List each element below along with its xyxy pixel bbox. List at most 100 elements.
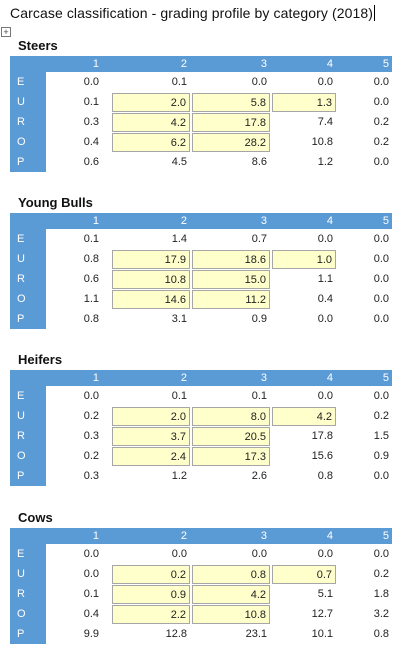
table-cell: 0.6 xyxy=(83,273,99,285)
table-cell: 0.8 xyxy=(317,470,333,482)
table-row: U 0.8 17.9 18.6 1.0 0.0 xyxy=(10,249,392,269)
table-cell: 0.2 xyxy=(373,136,389,148)
highlighted-cell: 2.0 xyxy=(112,407,190,426)
highlighted-cell: 0.2 xyxy=(112,565,190,584)
table-row: R 0.3 3.7 20.5 17.8 1.5 xyxy=(10,426,392,446)
column-header: 1 xyxy=(92,530,99,542)
highlighted-cell: 8.0 xyxy=(192,407,270,426)
column-header: 4 xyxy=(326,372,333,384)
table-row: R 0.1 0.9 4.2 5.1 1.8 xyxy=(10,584,392,604)
table-cell: 0.0 xyxy=(317,390,333,402)
row-label: E xyxy=(10,229,46,249)
table-cell: 0.0 xyxy=(83,568,99,580)
header-row: 1 2 3 4 5 xyxy=(10,528,392,544)
row-label: P xyxy=(10,152,46,172)
table-cell: 3.2 xyxy=(373,608,389,620)
table-cell: 0.2 xyxy=(83,450,99,462)
table-cell: 0.1 xyxy=(83,588,99,600)
table-cell: 0.0 xyxy=(317,548,333,560)
column-header: 1 xyxy=(92,58,99,70)
table-row: U 0.1 2.0 5.8 1.3 0.0 xyxy=(10,92,392,112)
table-row: O 0.2 2.4 17.3 15.6 0.9 xyxy=(10,446,392,466)
column-header: 3 xyxy=(260,372,267,384)
table-cell: 0.0 xyxy=(373,76,389,88)
row-label: U xyxy=(10,92,46,112)
table-row: E 0.0 0.1 0.1 0.0 0.0 xyxy=(10,386,392,406)
table-cell: 0.0 xyxy=(83,390,99,402)
table-cell: 17.8 xyxy=(311,430,333,442)
table-cell: 3.1 xyxy=(171,313,187,325)
table-cell: 0.0 xyxy=(373,293,389,305)
table-cell: 0.3 xyxy=(83,430,99,442)
table-cell: 0.1 xyxy=(251,390,267,402)
table-cell: 1.4 xyxy=(171,233,187,245)
row-label: P xyxy=(10,309,46,329)
table-row: E 0.0 0.0 0.0 0.0 0.0 xyxy=(10,544,392,564)
section-young-bulls: Young Bulls 1 2 3 4 5 E 0.1 1.4 0.7 0.0 … xyxy=(10,195,392,329)
table-cell: 0.0 xyxy=(373,390,389,402)
table-cell: 0.7 xyxy=(251,233,267,245)
table-cell: 0.0 xyxy=(373,273,389,285)
table-cell: 0.0 xyxy=(373,313,389,325)
table-cell: 0.0 xyxy=(317,76,333,88)
highlighted-cell: 11.2 xyxy=(192,290,270,309)
highlighted-cell: 20.5 xyxy=(192,427,270,446)
table-cell: 2.6 xyxy=(251,470,267,482)
table-cell: 0.3 xyxy=(83,470,99,482)
table-cell: 1.8 xyxy=(373,588,389,600)
table-cell: 0.0 xyxy=(373,253,389,265)
column-header: 2 xyxy=(180,530,187,542)
highlighted-cell: 4.2 xyxy=(272,407,336,426)
highlighted-cell: 1.3 xyxy=(272,93,336,112)
table-cell: 0.8 xyxy=(83,313,99,325)
column-header: 5 xyxy=(382,215,389,227)
table-cell: 0.2 xyxy=(83,410,99,422)
column-header: 3 xyxy=(260,58,267,70)
table-cell: 0.3 xyxy=(83,116,99,128)
table-cell: 0.6 xyxy=(83,156,99,168)
row-label: O xyxy=(10,132,46,152)
table-cell: 0.1 xyxy=(83,96,99,108)
document-title: Carcase classification - grading profile… xyxy=(10,4,376,22)
column-header: 1 xyxy=(92,372,99,384)
table-cell: 0.2 xyxy=(373,568,389,580)
highlighted-cell: 6.2 xyxy=(112,133,190,152)
highlighted-cell: 17.8 xyxy=(192,113,270,132)
highlighted-cell: 1.0 xyxy=(272,250,336,269)
section-title: Steers xyxy=(18,38,58,53)
table-cell: 0.0 xyxy=(373,470,389,482)
corner-cell xyxy=(10,56,46,72)
table-row: U 0.2 2.0 8.0 4.2 0.2 xyxy=(10,406,392,426)
column-header: 3 xyxy=(260,530,267,542)
highlighted-cell: 0.7 xyxy=(272,565,336,584)
table-cell: 0.9 xyxy=(251,313,267,325)
table-cell: 0.0 xyxy=(317,313,333,325)
row-label: P xyxy=(10,624,46,644)
table-cell: 0.0 xyxy=(373,96,389,108)
table-row: O 0.4 6.2 28.2 10.8 0.2 xyxy=(10,132,392,152)
move-handle-icon[interactable]: + xyxy=(1,27,11,37)
column-header: 2 xyxy=(180,58,187,70)
row-label: E xyxy=(10,544,46,564)
table-row: E 0.1 1.4 0.7 0.0 0.0 xyxy=(10,229,392,249)
table-cell: 4.5 xyxy=(171,156,187,168)
table-cell: 0.0 xyxy=(83,76,99,88)
column-header: 3 xyxy=(260,215,267,227)
table-cell: 1.5 xyxy=(373,430,389,442)
row-label: R xyxy=(10,426,46,446)
table-cell: 15.6 xyxy=(311,450,333,462)
header-row: 1 2 3 4 5 xyxy=(10,56,392,72)
table-cell: 0.1 xyxy=(83,233,99,245)
row-label: P xyxy=(10,466,46,486)
document-title-text: Carcase classification - grading profile… xyxy=(10,5,374,21)
header-row: 1 2 3 4 5 xyxy=(10,370,392,386)
highlighted-cell: 18.6 xyxy=(192,250,270,269)
section-title: Heifers xyxy=(18,352,63,367)
highlighted-cell: 2.4 xyxy=(112,447,190,466)
corner-cell xyxy=(10,370,46,386)
header-row: 1 2 3 4 5 xyxy=(10,213,392,229)
row-label: O xyxy=(10,446,46,466)
table-cell: 1.2 xyxy=(171,470,187,482)
highlighted-cell: 0.8 xyxy=(192,565,270,584)
table-cell: 1.1 xyxy=(317,273,333,285)
